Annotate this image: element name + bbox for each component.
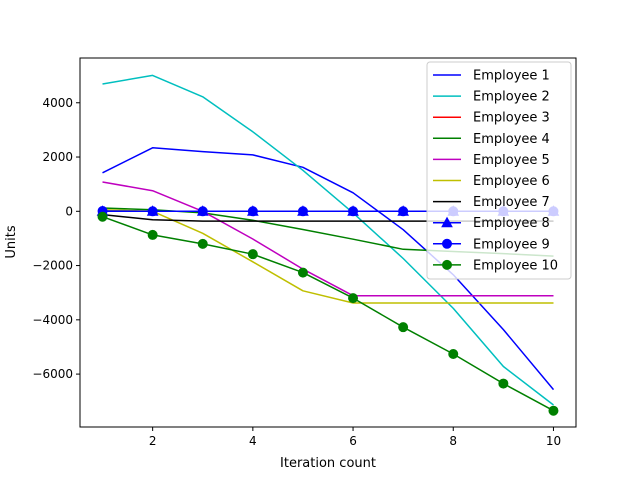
series-line-2	[102, 74, 554, 406]
legend-entry-1: Employee 1	[433, 69, 550, 84]
data-point	[147, 229, 158, 240]
data-point	[348, 206, 359, 217]
legend-label: Employee 2	[473, 90, 550, 105]
legend-entry-7: Employee 7	[433, 195, 550, 210]
x-tick-label: 6	[349, 434, 357, 448]
legend-entry-6: Employee 6	[433, 174, 550, 189]
legend-entry-9: Employee 9	[433, 237, 550, 252]
series-line-10	[102, 215, 554, 412]
plot-frame	[79, 57, 577, 428]
data-point	[197, 238, 208, 249]
legend-label: Employee 9	[473, 237, 550, 252]
series-line-5	[102, 181, 554, 297]
data-point	[548, 405, 559, 416]
legend-label: Employee 4	[473, 132, 550, 147]
legend-entry-5: Employee 5	[433, 153, 550, 168]
y-tick-label: 4000	[42, 96, 73, 110]
legend-entry-4: Employee 4	[433, 132, 550, 147]
data-point	[247, 249, 258, 260]
legend-label: Employee 10	[473, 258, 558, 273]
data-point	[147, 206, 158, 217]
legend-label: Employee 3	[473, 111, 550, 126]
y-tick-label: −2000	[32, 259, 73, 273]
series-10	[97, 211, 559, 416]
series-line-1	[102, 147, 555, 391]
data-point	[297, 267, 308, 278]
series-5	[102, 181, 554, 297]
legend-entry-10: Employee 10	[433, 258, 558, 273]
legend-entry-3: Employee 3	[433, 111, 550, 126]
series-2	[102, 74, 554, 406]
legend-box	[426, 61, 572, 280]
series-1	[102, 147, 555, 391]
legend-marker	[442, 238, 452, 249]
y-tick-label: −4000	[32, 313, 73, 327]
x-tick-label: 10	[546, 434, 561, 448]
y-axis-label: Units	[4, 225, 19, 258]
data-point	[197, 206, 208, 217]
data-point	[297, 206, 308, 217]
legend-label: Employee 6	[473, 174, 550, 189]
legend-entry-2: Employee 2	[433, 90, 550, 105]
legend-label: Employee 1	[473, 69, 550, 84]
y-tick-label: −6000	[32, 367, 73, 381]
y-tick-label: 0	[65, 204, 73, 218]
x-tick-label: 8	[449, 434, 457, 448]
data-point	[97, 211, 108, 222]
data-point	[247, 206, 258, 217]
series-line-6	[102, 208, 554, 304]
x-tick-label: 2	[149, 434, 157, 448]
series-6	[102, 208, 554, 304]
legend-label: Employee 7	[473, 195, 550, 210]
legend-entry-8: Employee 8	[433, 216, 550, 231]
data-point	[398, 322, 409, 333]
legend-marker	[441, 216, 453, 228]
data-point	[398, 206, 409, 217]
x-tick-label: 4	[249, 434, 257, 448]
legend-label: Employee 8	[473, 216, 550, 231]
legend-marker	[442, 259, 452, 270]
data-point	[498, 378, 509, 389]
data-point	[348, 293, 359, 304]
legend: Employee 1 Employee 2 Employee 3 Employee 4…	[426, 61, 572, 280]
ticks-layer: 2 4 6 8 10 −6000 −4000 −2000 0 2000 4000	[32, 96, 561, 448]
legend-label: Employee 5	[473, 153, 550, 168]
y-tick-label: 2000	[42, 150, 73, 164]
x-axis-label: Iteration count	[280, 456, 376, 471]
data-point	[448, 349, 459, 360]
